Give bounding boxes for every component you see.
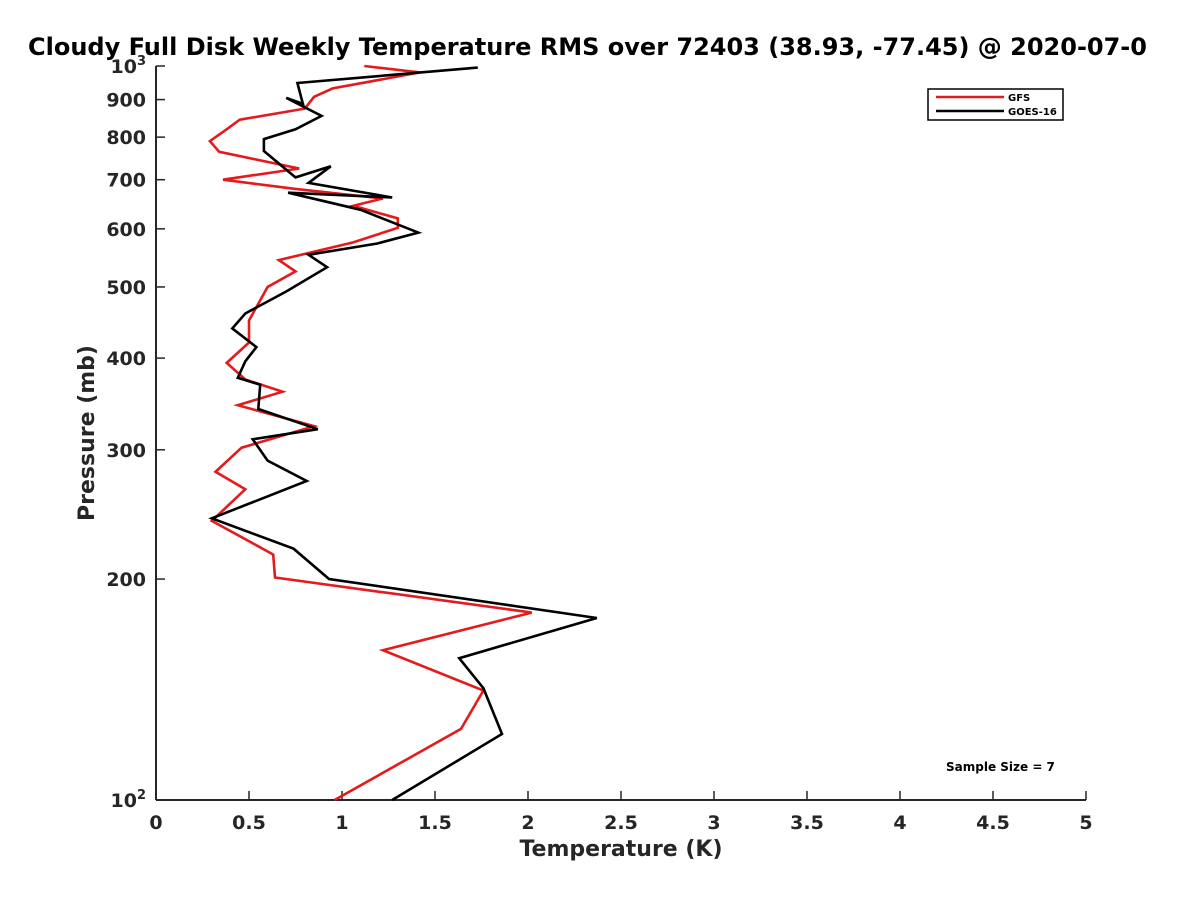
y-tick-label: 800 [106,127,146,149]
y-tick-label: 600 [106,219,146,241]
series-line-goes-16 [208,66,598,802]
y-tick-label: 500 [106,277,146,299]
y-axis-label: Pressure (mb) [75,345,100,521]
x-tick-label: 1.5 [418,812,452,834]
x-tick-label: 3 [707,812,720,834]
y-tick-label: 700 [106,170,146,192]
legend-label: GFS [1008,93,1030,104]
y-tick-label: 102 [111,788,147,812]
series-line-gfs [207,64,533,802]
y-tick-label: 900 [106,90,146,112]
chart-title: Cloudy Full Disk Weekly Temperature RMS … [28,33,1147,61]
x-tick-label: 4 [893,812,906,834]
x-tick-label: 3.5 [790,812,824,834]
axis-ticks: 0 0.5 1 1.5 2 2.5 3 3.5 4 4.5 5 102 200 300 400 500 600 7… [106,54,1092,834]
x-tick-label: 2.5 [604,812,638,834]
x-tick-label: 2 [521,812,534,834]
y-tick-label: 103 [111,54,147,78]
y-tick-label: 200 [106,569,146,591]
y-tick-label: 400 [106,348,146,370]
y-tick-label: 300 [106,440,146,462]
x-tick-label: 1 [335,812,348,834]
legend: GFS GOES-16 [927,88,1064,121]
x-axis-label: Temperature (K) [519,837,722,862]
x-tick-label: 4.5 [976,812,1010,834]
x-tick-label: 5 [1079,812,1092,834]
x-tick-label: 0.5 [232,812,266,834]
x-tick-label: 0 [149,812,162,834]
series-layer [207,64,598,802]
legend-label: GOES-16 [1008,107,1057,118]
legend-box [927,88,1064,121]
sample-size-annotation: Sample Size = 7 [946,760,1055,774]
